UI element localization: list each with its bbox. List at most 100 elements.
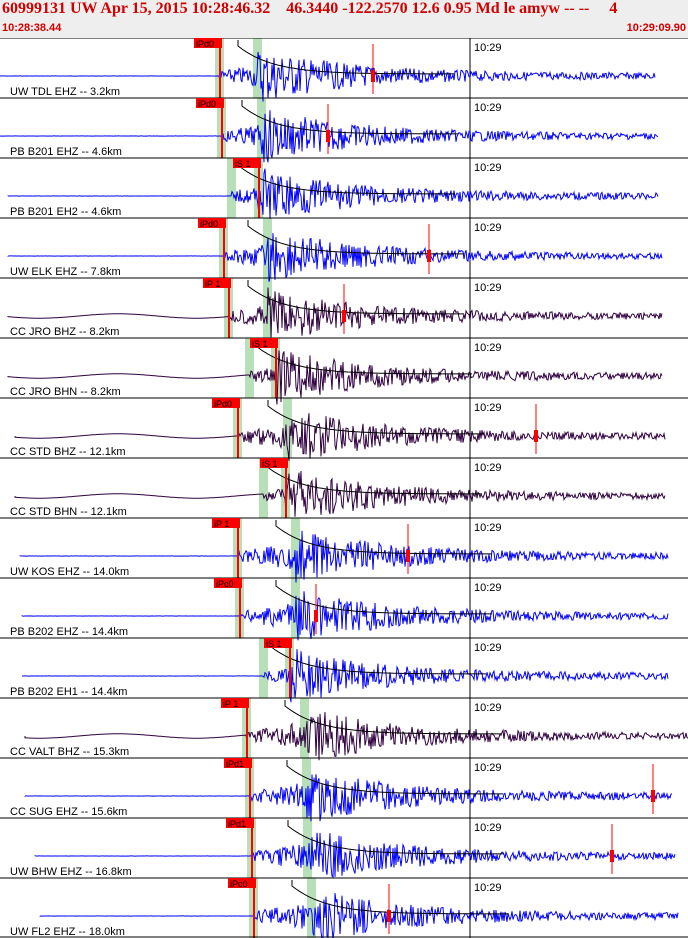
pick-label: iP 1: [223, 699, 238, 709]
waveform: [14, 470, 666, 517]
coda-decay-curve: [287, 820, 504, 855]
coda-decay-curve: [275, 580, 492, 615]
trace-row: 10:29 iPd0 CC STD BHZ -- 12.1km: [0, 397, 688, 461]
trace-row: 10:29 iPd0 UW ELK EHZ -- 7.8km: [0, 217, 688, 282]
station-label: PB B202 EH1 -- 14.4km: [10, 686, 127, 698]
s-window-segment: [291, 518, 300, 578]
pick-label: iP 1: [205, 279, 220, 289]
coda-end-marker: [427, 250, 431, 262]
pick-flag: [221, 698, 249, 708]
coda-decay-curve: [291, 880, 508, 915]
pick-flag: [212, 518, 240, 528]
station-label: CC JRO BHN -- 8.2km: [10, 386, 121, 398]
coda-end-marker: [534, 430, 538, 442]
start-time: 10:28:38.44: [2, 22, 62, 34]
pick-label: iS 1: [252, 339, 268, 349]
waveform: [7, 350, 663, 405]
trace-row: 10:29 iPd0 UW TDL EHZ -- 3.2km: [0, 38, 688, 102]
coda-end-marker: [371, 70, 375, 82]
pick-flag: [264, 638, 292, 648]
trace-row: 10:29 iPc0 UW FL2 EHZ -- 18.0km: [0, 877, 688, 938]
waveform: [19, 530, 669, 583]
pick-flag: [233, 158, 261, 168]
station-label: CC JRO BHZ -- 8.2km: [10, 326, 119, 338]
p-window-segment: [259, 458, 268, 518]
s-window-segment: [303, 818, 312, 878]
s-window-segment: [302, 758, 311, 818]
seismogram-plot: 10:29 iPd0 UW TDL EHZ -- 3.2km 10:29 iPd0 PB …: [0, 38, 688, 938]
station-label: UW BHW EHZ -- 16.8km: [10, 866, 132, 878]
waveform: [7, 287, 663, 338]
pick-label: iS 1: [262, 459, 278, 469]
trace-row: 10:29 iP 1 CC JRO BHZ -- 8.2km: [0, 277, 688, 338]
trace-row: 10:29 iS 1 PB B201 EH2 -- 4.6km: [0, 157, 688, 219]
pick-label: iPd0: [196, 39, 214, 49]
p-window-segment: [227, 158, 236, 218]
waveform: [22, 649, 669, 703]
time-tick-label: 10:29: [474, 522, 502, 534]
pick-label: iPd1: [226, 759, 244, 769]
time-tick-label: 10:29: [474, 342, 502, 354]
station-label: CC VALT BHZ -- 15.3km: [10, 746, 129, 758]
time-tick-label: 10:29: [474, 222, 502, 234]
coda-decay-curve: [237, 40, 454, 75]
waveform: [24, 774, 673, 822]
time-tick-label: 10:29: [474, 282, 502, 294]
trace-row: 10:29 iPd1 CC SUG EHZ -- 15.6km: [0, 757, 688, 822]
time-tick-label: 10:29: [474, 42, 502, 54]
coda-decay-curve: [241, 100, 458, 135]
pick-label: iS 1: [266, 639, 282, 649]
coda-decay-curve: [247, 280, 464, 315]
time-tick-label: 10:29: [474, 882, 502, 894]
coda-end-marker: [406, 550, 410, 562]
time-tick-label: 10:29: [474, 582, 502, 594]
coda-end-marker: [342, 310, 346, 322]
waveform: [34, 832, 676, 879]
trace-row: 10:29 iPc0 PB B202 EHZ -- 14.4km: [0, 577, 688, 641]
station-label: UW TDL EHZ -- 3.2km: [10, 86, 120, 98]
waveform: [39, 893, 679, 938]
time-tick-label: 10:29: [474, 462, 502, 474]
time-tick-label: 10:29: [474, 102, 502, 114]
station-label: PB B201 EHZ -- 4.6km: [10, 146, 122, 158]
coda-decay-curve: [275, 520, 492, 555]
pick-label: iP 1: [214, 519, 229, 529]
station-label: CC SUG EHZ -- 15.6km: [10, 806, 127, 818]
coda-end-marker: [314, 610, 318, 622]
p-window-segment: [259, 638, 268, 698]
station-label: CC STD BHN -- 12.1km: [10, 506, 127, 518]
waveform: [24, 712, 688, 761]
end-time: 10:29:09.90: [626, 22, 686, 34]
pick-flag: [203, 278, 231, 288]
waveform: [7, 233, 663, 282]
waveform: [0, 110, 659, 163]
coda-end-marker: [387, 910, 391, 922]
s-window-segment: [263, 218, 272, 278]
coda-decay-curve: [238, 160, 455, 195]
pick-label: iPc0: [216, 579, 234, 589]
header-bar: 60999131 UW Apr 15, 2015 10:28:46.32 46.…: [0, 0, 688, 38]
coda-decay-curve: [284, 700, 501, 735]
pick-label: iPd0: [198, 99, 216, 109]
time-tick-label: 10:29: [474, 702, 502, 714]
pick-flag: [194, 38, 222, 48]
station-label: UW FL2 EHZ -- 18.0km: [10, 926, 125, 938]
trace-row: 10:29 iPd1 UW BHW EHZ -- 16.8km: [0, 817, 688, 879]
pick-label: iPd0: [214, 399, 232, 409]
waveform: [21, 591, 669, 641]
pick-label: iPc0: [230, 879, 248, 889]
pick-flag: [212, 398, 240, 408]
pick-flag: [224, 758, 252, 768]
trace-row: 10:29 iS 1 PB B202 EH1 -- 14.4km: [0, 637, 688, 703]
event-title: 60999131 UW Apr 15, 2015 10:28:46.32 46.…: [2, 0, 618, 17]
p-window-segment: [245, 338, 254, 398]
time-tick-label: 10:29: [474, 162, 502, 174]
coda-decay-curve: [286, 760, 503, 795]
coda-decay-curve: [265, 460, 482, 495]
trace-row: 10:29 iP 1 CC VALT BHZ -- 15.3km: [0, 697, 688, 761]
trace-row: 10:29 iPd0 PB B201 EHZ -- 4.6km: [0, 97, 688, 163]
pick-flag: [198, 218, 226, 228]
time-tick-label: 10:29: [474, 822, 502, 834]
station-label: CC STD BHZ -- 12.1km: [10, 446, 126, 458]
pick-flag: [196, 98, 224, 108]
